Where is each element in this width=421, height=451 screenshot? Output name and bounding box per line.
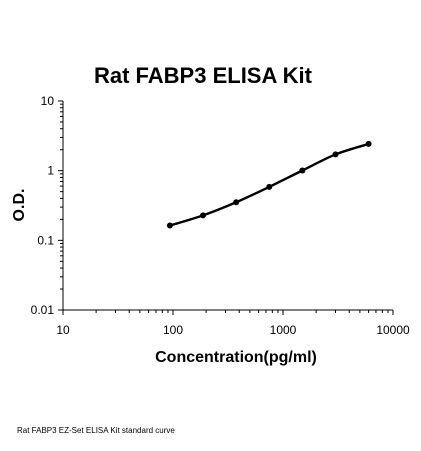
ticks: 0.01 0.1 1 10 10 100 1000 10000 xyxy=(31,94,410,337)
y-tick-label: 10 xyxy=(41,94,55,108)
data-point xyxy=(266,183,273,190)
y-tick-label: 0.01 xyxy=(31,303,55,317)
x-tick-label: 100 xyxy=(163,323,183,337)
data-point xyxy=(365,140,372,147)
data-point xyxy=(200,212,207,219)
x-tick-label: 10000 xyxy=(376,323,410,337)
chart-title: Rat FABP3 ELISA Kit xyxy=(94,63,313,88)
x-tick-label: 10 xyxy=(56,323,70,337)
y-tick-label: 1 xyxy=(47,164,54,178)
data-points xyxy=(166,140,372,229)
y-axis-title: O.D. xyxy=(11,189,28,222)
data-point xyxy=(332,151,339,158)
data-point xyxy=(233,199,240,206)
y-tick-label: 0.1 xyxy=(37,233,54,247)
x-axis-title: Concentration(pg/ml) xyxy=(155,349,317,366)
axes xyxy=(62,101,393,311)
x-tick-label: 1000 xyxy=(270,323,297,337)
data-point xyxy=(166,222,173,229)
data-point xyxy=(299,167,306,174)
caption: Rat FABP3 EZ-Set ELISA Kit standard curv… xyxy=(17,426,175,435)
